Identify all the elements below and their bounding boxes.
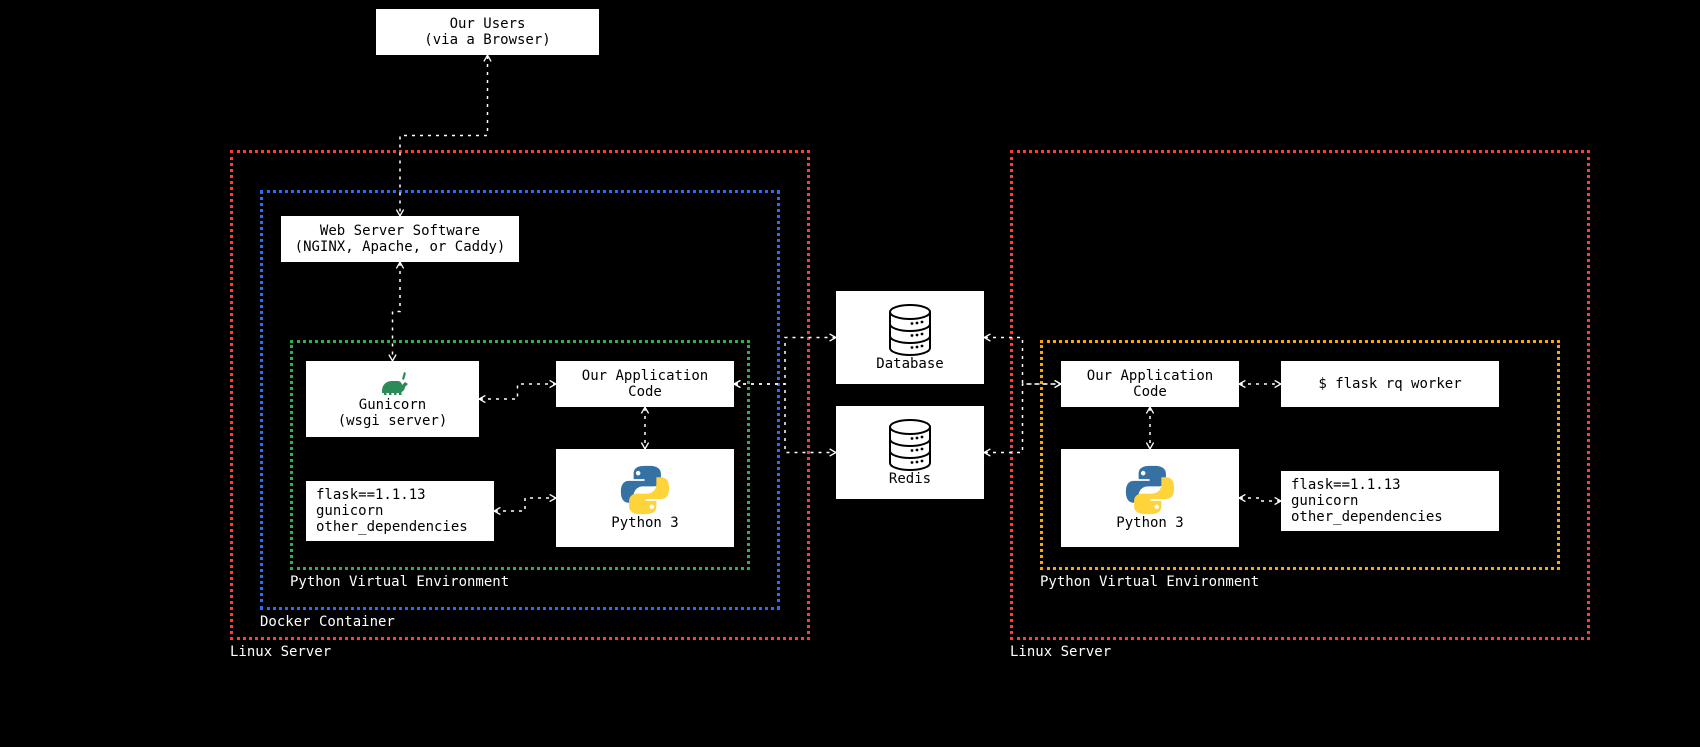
database-icon	[887, 304, 933, 356]
node-database: Database	[835, 290, 985, 385]
node-text: Our Application	[1087, 368, 1213, 384]
python-icon	[1125, 465, 1175, 515]
node-text: other_dependencies	[316, 519, 468, 535]
node-text: flask==1.1.13	[1291, 477, 1401, 493]
node-python-web: Python 3	[555, 448, 735, 548]
frame-label-worker-outer: Linux Server	[1010, 644, 1111, 660]
frame-label-worker-inner: Python Virtual Environment	[1040, 574, 1259, 590]
node-text: Database	[876, 356, 943, 372]
node-text: Python 3	[1116, 515, 1183, 531]
node-text: flask==1.1.13	[316, 487, 426, 503]
node-text: $ flask rq worker	[1318, 376, 1461, 392]
node-users: Our Users(via a Browser)	[375, 8, 600, 56]
node-text: Redis	[889, 471, 931, 487]
frame-label-web-mid: Docker Container	[260, 614, 395, 630]
node-appcode-worker: Our ApplicationCode	[1060, 360, 1240, 408]
node-text: Code	[628, 384, 662, 400]
node-text: Web Server Software	[320, 223, 480, 239]
frame-label-web-inner: Python Virtual Environment	[290, 574, 509, 590]
node-nginx: Web Server Software(NGINX, Apache, or Ca…	[280, 215, 520, 263]
node-text: (NGINX, Apache, or Caddy)	[295, 239, 506, 255]
node-text: (via a Browser)	[424, 32, 550, 48]
diagram-canvas: Our Users(via a Browser) Web Server Soft…	[0, 0, 1700, 747]
node-text: gunicorn	[316, 503, 383, 519]
node-gunicorn: Gunicorn(wsgi server)	[305, 360, 480, 438]
node-text: Our Application	[582, 368, 708, 384]
node-text: (wsgi server)	[338, 413, 448, 429]
node-text: Our Users	[450, 16, 526, 32]
node-rqworker: $ flask rq worker	[1280, 360, 1500, 408]
frame-label-web-outer: Linux Server	[230, 644, 331, 660]
node-redis: Redis	[835, 405, 985, 500]
node-text: Python 3	[611, 515, 678, 531]
node-text: Code	[1133, 384, 1167, 400]
node-text: gunicorn	[1291, 493, 1358, 509]
node-reqs-web: flask==1.1.13gunicornother_dependencies	[305, 480, 495, 542]
node-reqs-worker: flask==1.1.13gunicornother_dependencies	[1280, 470, 1500, 532]
node-text: Gunicorn	[359, 397, 426, 413]
node-python-worker: Python 3	[1060, 448, 1240, 548]
node-appcode-web: Our ApplicationCode	[555, 360, 735, 408]
gunicorn-icon	[376, 369, 410, 397]
node-text: other_dependencies	[1291, 509, 1443, 525]
python-icon	[620, 465, 670, 515]
database-icon	[887, 419, 933, 471]
